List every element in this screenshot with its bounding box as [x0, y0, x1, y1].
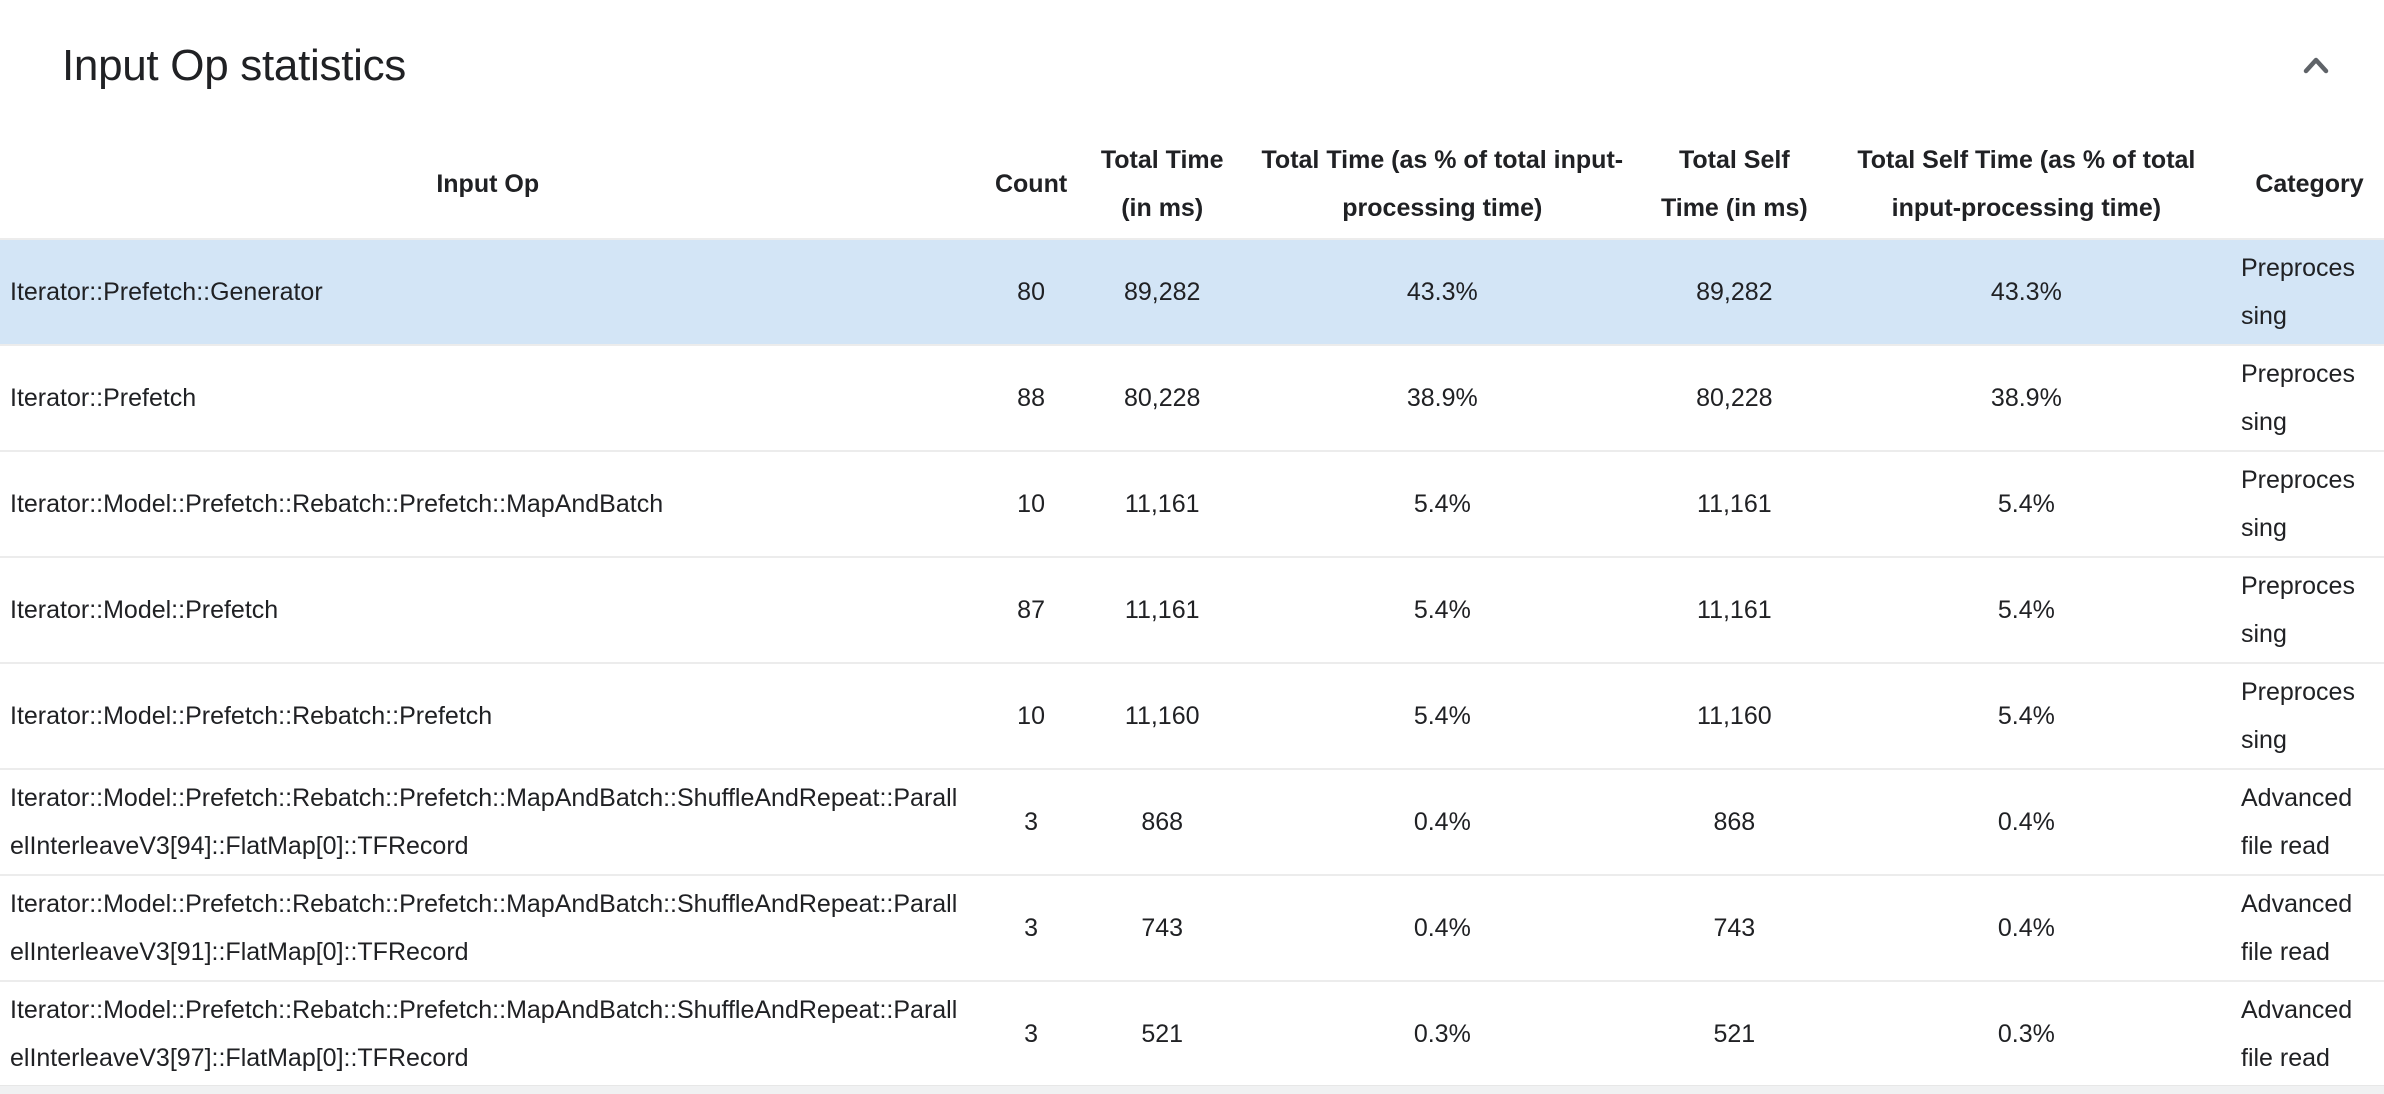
table-row[interactable]: Iterator::Model::Prefetch::Rebatch::Pref… — [0, 662, 2384, 769]
table-row[interactable]: Iterator::Prefetch::Generator 80 89,282 … — [0, 238, 2384, 345]
category-cell: Preprocessing — [2229, 662, 2384, 769]
total-time-pct-cell: 0.4% — [1239, 768, 1645, 875]
op-cell: Iterator::Prefetch — [0, 344, 978, 451]
self-time-cell: 89,282 — [1644, 238, 1824, 345]
chevron-up-icon — [2296, 57, 2336, 90]
op-cell: Iterator::Model::Prefetch::Rebatch::Pref… — [0, 662, 978, 769]
total-time-cell: 521 — [1084, 980, 1240, 1086]
column-header-self-time-pct: Total Self Time (as % of total input-pro… — [1857, 146, 2196, 222]
count-cell: 10 — [977, 662, 1085, 769]
table-row[interactable]: Iterator::Model::Prefetch 87 11,161 5.4%… — [0, 556, 2384, 663]
total-time-pct-cell: 5.4% — [1239, 450, 1645, 557]
table-row[interactable]: Iterator::Model::Prefetch::Rebatch::Pref… — [0, 768, 2384, 875]
count-cell: 3 — [977, 980, 1085, 1086]
total-time-cell: 11,160 — [1084, 662, 1240, 769]
category-cell: Advanced file read — [2229, 874, 2384, 981]
op-cell: Iterator::Model::Prefetch — [0, 556, 978, 663]
total-time-pct-cell: 5.4% — [1239, 662, 1645, 769]
column-header-count: Count — [994, 170, 1068, 198]
category-cell: Advanced file read — [2229, 980, 2384, 1086]
self-time-pct-cell: 38.9% — [1823, 344, 2229, 451]
self-time-pct-cell: 0.4% — [1823, 874, 2229, 981]
self-time-pct-cell: 5.4% — [1823, 450, 2229, 557]
column-header-total-time: Total Time (in ms) — [1100, 146, 1224, 222]
op-cell: Iterator::Model::Prefetch::Rebatch::Pref… — [0, 874, 978, 981]
total-time-pct-cell: 38.9% — [1239, 344, 1645, 451]
total-time-cell: 89,282 — [1084, 238, 1240, 345]
count-cell: 3 — [977, 768, 1085, 875]
total-time-cell: 80,228 — [1084, 344, 1240, 451]
total-time-cell: 11,161 — [1084, 556, 1240, 663]
self-time-cell: 11,161 — [1644, 556, 1824, 663]
op-cell: Iterator::Model::Prefetch::Rebatch::Pref… — [0, 450, 978, 557]
count-cell: 88 — [977, 344, 1085, 451]
column-header-total-time-pct: Total Time (as % of total input-processi… — [1261, 146, 1624, 222]
table-row[interactable]: Iterator::Model::Prefetch::Rebatch::Pref… — [0, 450, 2384, 557]
category-cell: Preprocessing — [2229, 450, 2384, 557]
total-time-cell: 868 — [1084, 768, 1240, 875]
self-time-pct-cell: 5.4% — [1823, 662, 2229, 769]
self-time-pct-cell: 0.3% — [1823, 980, 2229, 1086]
self-time-pct-cell: 0.4% — [1823, 768, 2229, 875]
total-time-pct-cell: 0.4% — [1239, 874, 1645, 981]
total-time-pct-cell: 0.3% — [1239, 980, 1645, 1086]
page-title: Input Op statistics — [62, 41, 407, 90]
table-row[interactable]: Iterator::Model::Prefetch::Rebatch::Pref… — [0, 874, 2384, 981]
column-header-self-time: Total Self Time (in ms) — [1660, 146, 1808, 222]
category-cell: Advanced file read — [2229, 768, 2384, 875]
total-time-cell: 11,161 — [1084, 450, 1240, 557]
self-time-cell: 11,160 — [1644, 662, 1824, 769]
count-cell: 80 — [977, 238, 1085, 345]
self-time-cell: 743 — [1644, 874, 1824, 981]
input-op-table: Input Op Count Total Time (in ms) Total … — [0, 130, 2384, 1086]
total-time-pct-cell: 5.4% — [1239, 556, 1645, 663]
self-time-cell: 11,161 — [1644, 450, 1824, 557]
category-cell: Preprocessing — [2229, 344, 2384, 451]
count-cell: 87 — [977, 556, 1085, 663]
table-row[interactable]: Iterator::Model::Prefetch::Rebatch::Pref… — [0, 980, 2384, 1086]
collapse-section-button[interactable] — [2294, 46, 2338, 90]
op-cell: Iterator::Model::Prefetch::Rebatch::Pref… — [0, 768, 978, 875]
table-header-row: Input Op Count Total Time (in ms) Total … — [0, 130, 2384, 239]
total-time-pct-cell: 43.3% — [1239, 238, 1645, 345]
column-header-category: Category — [2255, 170, 2364, 198]
self-time-cell: 521 — [1644, 980, 1824, 1086]
self-time-pct-cell: 5.4% — [1823, 556, 2229, 663]
next-row-edge — [0, 1085, 2384, 1094]
category-cell: Preprocessing — [2229, 238, 2384, 345]
self-time-cell: 80,228 — [1644, 344, 1824, 451]
op-cell: Iterator::Model::Prefetch::Rebatch::Pref… — [0, 980, 978, 1086]
table-row[interactable]: Iterator::Prefetch 88 80,228 38.9% 80,22… — [0, 344, 2384, 451]
op-cell: Iterator::Prefetch::Generator — [0, 238, 978, 345]
self-time-pct-cell: 43.3% — [1823, 238, 2229, 345]
category-cell: Preprocessing — [2229, 556, 2384, 663]
column-header-input-op: Input Op — [436, 170, 540, 198]
total-time-cell: 743 — [1084, 874, 1240, 981]
count-cell: 10 — [977, 450, 1085, 557]
self-time-cell: 868 — [1644, 768, 1824, 875]
count-cell: 3 — [977, 874, 1085, 981]
